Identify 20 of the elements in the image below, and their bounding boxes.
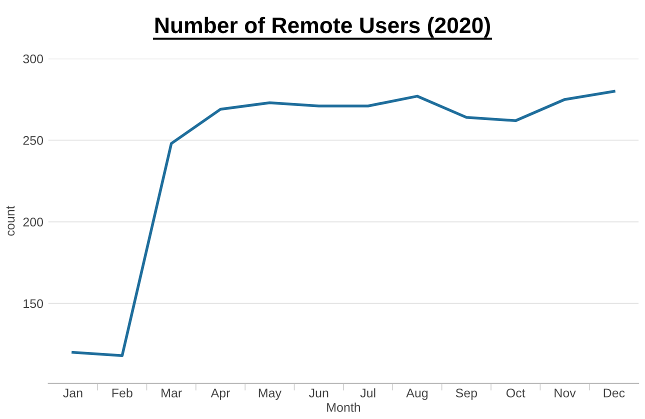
x-tick-label: Aug bbox=[406, 388, 428, 400]
x-tick-label: Feb bbox=[112, 388, 132, 398]
x-tick-label: Dec bbox=[604, 388, 625, 398]
y-tick-label: 200 bbox=[23, 218, 44, 226]
x-tick-label: Mar bbox=[162, 388, 182, 398]
chart-title: Number of Remote Users (2020) bbox=[155, 16, 490, 38]
x-tick-label: Apr bbox=[210, 388, 230, 400]
y-tick-label: 300 bbox=[23, 54, 44, 64]
x-axis-title: Month bbox=[327, 402, 360, 412]
x-tick-label: Jun bbox=[308, 388, 328, 398]
x-tick-label: Nov bbox=[554, 388, 576, 398]
x-tick-label: Sep bbox=[456, 388, 478, 400]
x-tick-label: Jan bbox=[63, 388, 82, 398]
y-tick-label: 150 bbox=[24, 299, 44, 308]
x-tick-label: Oct bbox=[506, 388, 526, 398]
y-axis-title: count bbox=[6, 206, 15, 236]
y-tick-label: 250 bbox=[23, 136, 44, 145]
x-tick-label: May bbox=[258, 388, 282, 400]
x-tick-label: Jul bbox=[360, 388, 376, 398]
line-series bbox=[72, 90, 616, 358]
